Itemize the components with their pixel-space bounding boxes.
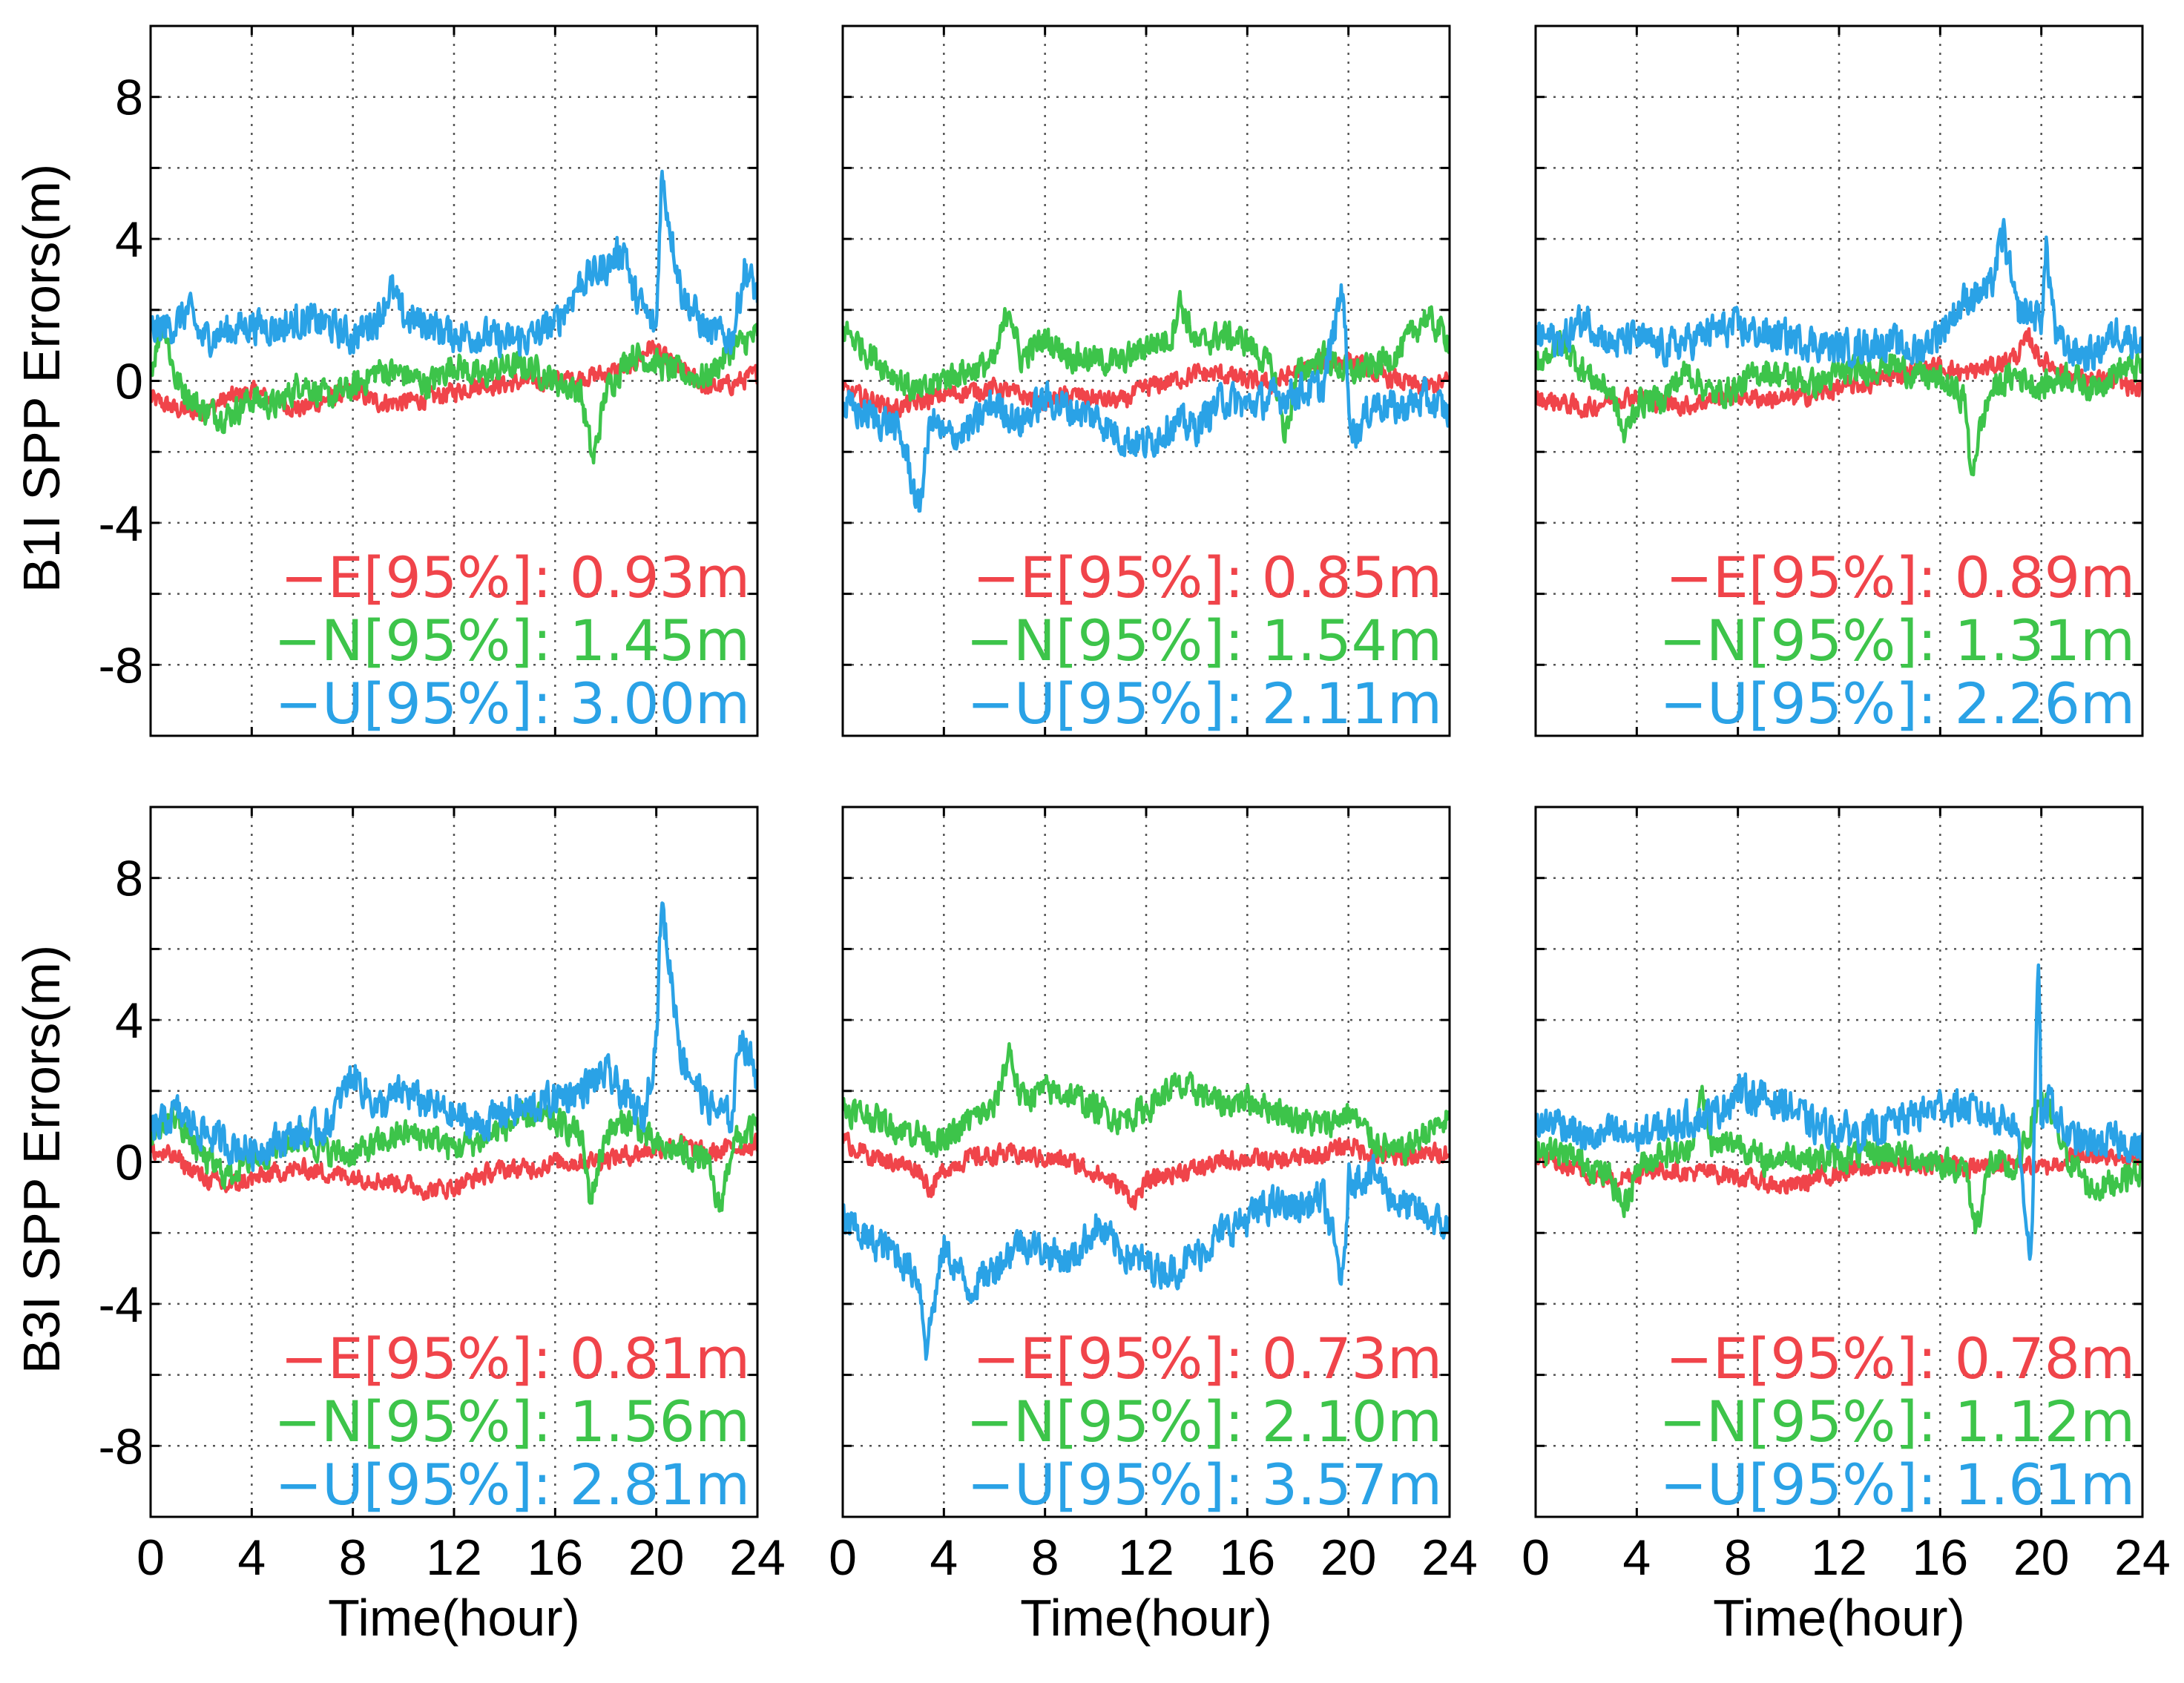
y-axis-label-row-1: B1I SPP Errors(m) (13, 164, 70, 593)
legend-entry-N: −N[95%]: 2.10m (966, 1389, 1442, 1455)
series-group (843, 283, 1450, 513)
legend-entry-E: −E[95%]: 0.89m (1665, 544, 2135, 610)
series-U-line (843, 1153, 1450, 1361)
legend: −E[95%]: 0.81m−N[95%]: 1.56m−U[95%]: 2.8… (274, 1325, 750, 1518)
legend-entry-N: −N[95%]: 1.12m (1659, 1389, 2135, 1455)
legend: −E[95%]: 0.89m−N[95%]: 1.31m−U[95%]: 2.2… (1659, 544, 2135, 737)
y-tick-label: -8 (99, 637, 143, 694)
y-axis-label-row-2: B3I SPP Errors(m) (13, 945, 70, 1374)
x-tick-label: 0 (829, 1529, 857, 1586)
x-tick-label: 24 (729, 1529, 786, 1586)
series-E-line (843, 352, 1450, 419)
legend: −E[95%]: 0.85m−N[95%]: 1.54m−U[95%]: 2.1… (966, 544, 1442, 737)
series-group (843, 1042, 1450, 1361)
x-tick-label: 20 (628, 1529, 685, 1586)
x-tick-label: 4 (930, 1529, 958, 1586)
series-N-line (1536, 329, 2142, 477)
series-U-line (151, 169, 757, 359)
series-E-line (1536, 327, 2142, 419)
legend: −E[95%]: 0.93m−N[95%]: 1.45m−U[95%]: 3.0… (274, 544, 750, 737)
panel-r2-c3: 0 4 8 12 16 20 24 Time(hour) −E[95%]: 0.78m−N[95… (1522, 806, 2171, 1647)
series-U-line (1536, 217, 2142, 372)
legend: −E[95%]: 0.73m−N[95%]: 2.10m−U[95%]: 3.5… (966, 1325, 1442, 1518)
series-group (151, 169, 757, 465)
y-tick-label: 0 (115, 354, 143, 410)
legend: −E[95%]: 0.78m−N[95%]: 1.12m−U[95%]: 1.6… (1659, 1325, 2135, 1518)
grid (151, 807, 757, 1517)
x-tick-label: 4 (237, 1529, 266, 1586)
y-tick-label: -8 (99, 1418, 143, 1475)
legend-entry-E: −E[95%]: 0.85m (973, 544, 1442, 610)
x-tick-label: 12 (1118, 1529, 1174, 1586)
x-tick-label: 8 (1724, 1529, 1752, 1586)
y-tick-label: 0 (115, 1135, 143, 1191)
x-tick-label: 12 (1811, 1529, 1867, 1586)
legend-entry-U: −U[95%]: 1.61m (1660, 1452, 2135, 1518)
legend-entry-N: −N[95%]: 1.56m (274, 1389, 750, 1455)
x-axis-label: Time(hour) (1713, 1589, 1965, 1647)
legend-entry-U: −U[95%]: 3.00m (274, 671, 750, 737)
x-tick-label: 20 (1320, 1529, 1377, 1586)
panel-r2-c2: 0 4 8 12 16 20 24 Time(hour) −E[95%]: 0.73m−N[95… (829, 806, 1478, 1647)
legend-entry-E: −E[95%]: 0.93m (280, 544, 750, 610)
series-group (1536, 217, 2142, 477)
legend-entry-E: −E[95%]: 0.78m (1665, 1325, 2135, 1391)
grid (151, 26, 757, 736)
y-tick-label: -4 (99, 495, 143, 552)
y-tick-label: 8 (115, 851, 143, 907)
x-tick-label: 16 (1220, 1529, 1276, 1586)
panel-r1-c2: −E[95%]: 0.85m−N[95%]: 1.54m−U[95%]: 2.1… (841, 24, 1451, 737)
legend-entry-U: −U[95%]: 2.81m (274, 1452, 750, 1518)
y-tick-label: -4 (99, 1277, 143, 1333)
x-tick-label: 0 (1522, 1529, 1550, 1586)
series-U-line (843, 283, 1450, 513)
y-tick-label: 8 (115, 70, 143, 126)
legend-entry-N: −N[95%]: 1.54m (966, 607, 1442, 673)
legend-entry-N: −N[95%]: 1.31m (1659, 607, 2135, 673)
legend-entry-N: −N[95%]: 1.45m (274, 607, 750, 673)
panel-r1-c3: −E[95%]: 0.89m−N[95%]: 1.31m−U[95%]: 2.2… (1534, 24, 2144, 737)
legend-entry-U: −U[95%]: 2.11m (967, 671, 1442, 737)
legend-entry-U: −U[95%]: 3.57m (967, 1452, 1442, 1518)
x-axis-label: Time(hour) (1020, 1589, 1272, 1647)
series-E-line (843, 1131, 1450, 1211)
legend-entry-E: −E[95%]: 0.81m (280, 1325, 750, 1391)
grid (1536, 26, 2142, 736)
x-tick-label: 24 (1421, 1529, 1478, 1586)
panel-r1-c1: -8 -4 0 4 8 −E[95%]: 0.93m−N[95%]: 1.45m−U[95… (99, 24, 759, 737)
x-tick-label: 20 (2013, 1529, 2070, 1586)
y-tick-label: 4 (115, 211, 143, 268)
grid (843, 807, 1450, 1517)
x-tick-label: 16 (1912, 1529, 1969, 1586)
legend-entry-U: −U[95%]: 2.26m (1660, 671, 2135, 737)
series-U-line (151, 901, 757, 1173)
x-tick-label: 16 (527, 1529, 584, 1586)
series-N-line (151, 317, 757, 465)
series-group (151, 901, 757, 1213)
series-N-line (843, 1042, 1450, 1167)
x-tick-label: 4 (1622, 1529, 1651, 1586)
x-tick-label: 24 (2114, 1529, 2171, 1586)
legend-entry-E: −E[95%]: 0.73m (973, 1325, 1442, 1391)
x-axis-label: Time(hour) (328, 1589, 580, 1647)
x-tick-label: 8 (339, 1529, 367, 1586)
x-tick-label: 0 (136, 1529, 165, 1586)
series-group (1536, 963, 2142, 1261)
x-tick-label: 12 (426, 1529, 482, 1586)
series-U-line (1536, 963, 2142, 1261)
x-tick-label: 8 (1031, 1529, 1059, 1586)
panel-r2-c1: -8 -4 0 4 8 0 4 8 12 16 20 24 Time(hour) −E[95%]: 0.8… (99, 806, 786, 1647)
y-tick-label: 4 (115, 992, 143, 1049)
